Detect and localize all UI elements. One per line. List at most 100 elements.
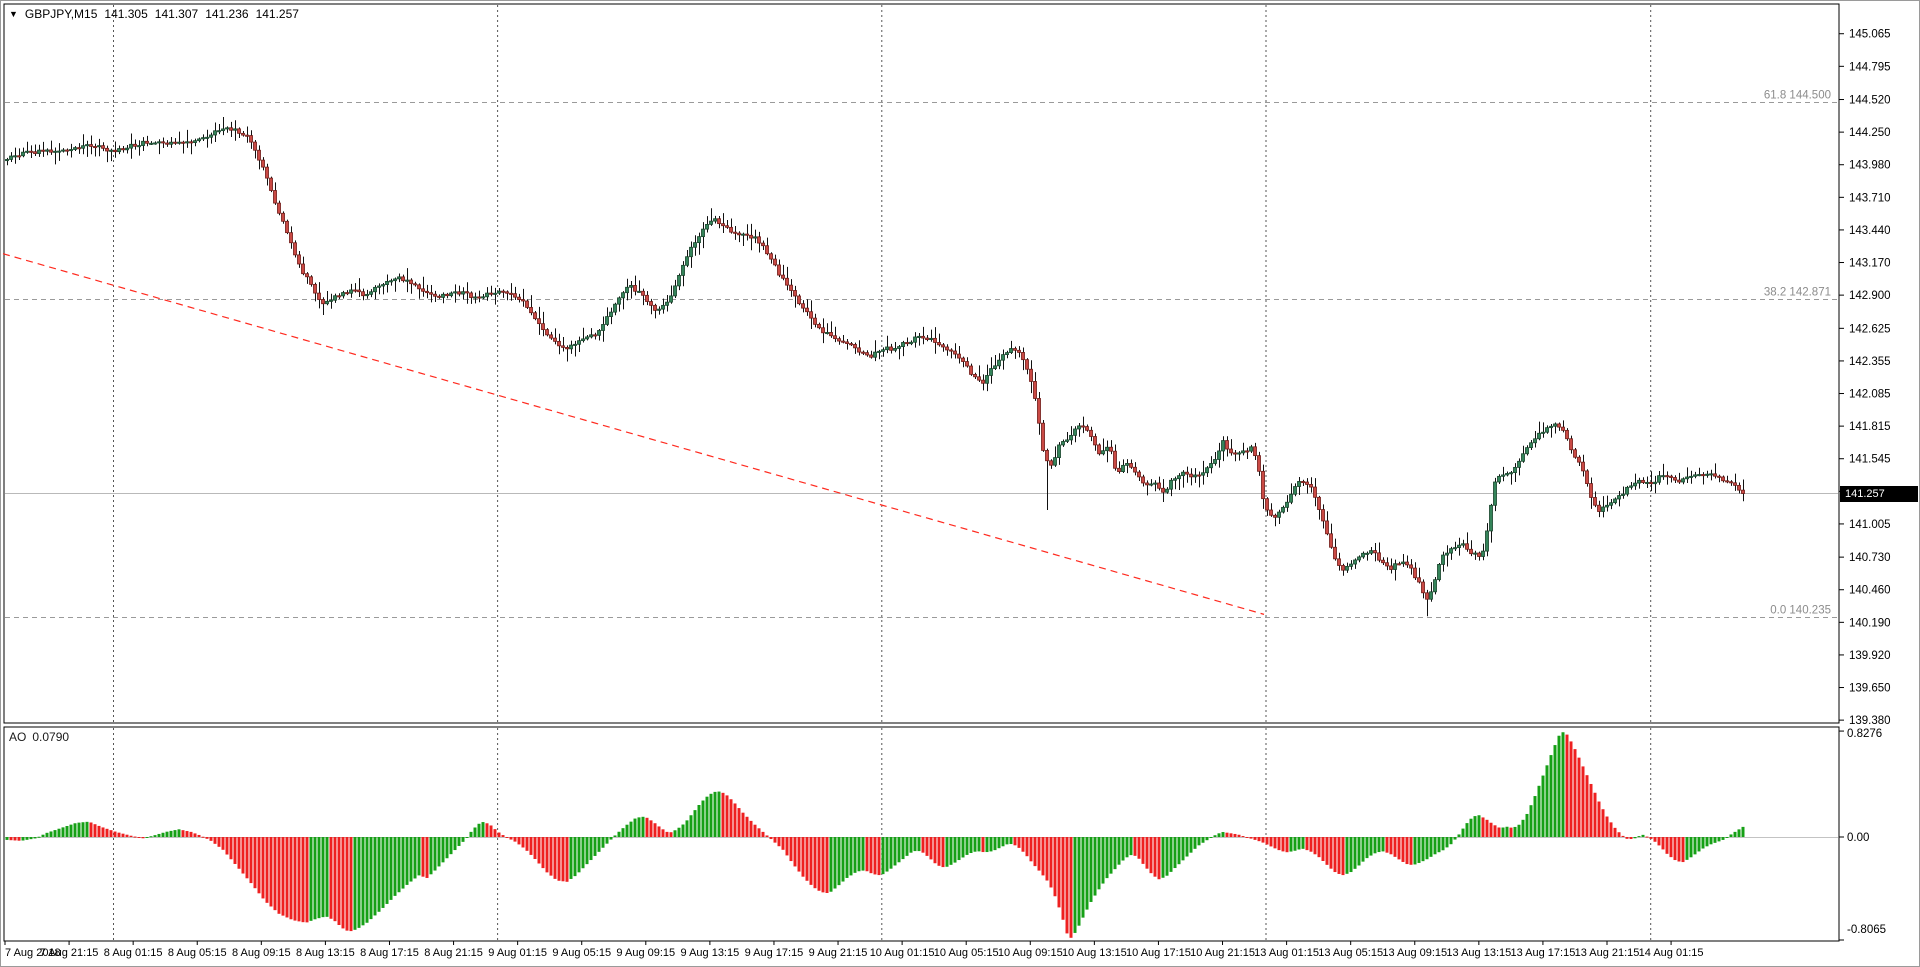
ao-histogram-bar (317, 837, 321, 919)
candle-body (1725, 480, 1729, 483)
ao-histogram-bar (1473, 816, 1477, 837)
ao-histogram-bar (1485, 819, 1489, 837)
candle-body (785, 277, 789, 286)
candle-body (1617, 495, 1621, 500)
ao-histogram-bar (1377, 837, 1381, 853)
ao-histogram-bar (1313, 837, 1317, 855)
ao-histogram-bar (1293, 837, 1297, 851)
candle-body (1333, 546, 1337, 560)
candle-body (777, 264, 781, 276)
candle-body (241, 132, 245, 136)
candle-body (949, 349, 953, 352)
candle-body (1025, 359, 1029, 370)
ao-histogram-bar (653, 823, 657, 837)
candle-body (817, 323, 821, 329)
ao-histogram-bar (1197, 837, 1201, 846)
candle-body (1289, 493, 1293, 503)
ao-histogram-bar (857, 837, 861, 872)
ao-histogram-bar (1457, 834, 1461, 837)
ao-histogram-bar (313, 837, 317, 920)
candle-body (1729, 481, 1733, 484)
ao-histogram-bar (1497, 827, 1501, 837)
ao-histogram-bar (437, 837, 441, 867)
ao-histogram-bar (849, 837, 853, 876)
candle-body (1205, 467, 1209, 474)
trendline[interactable] (2, 253, 1265, 615)
time-axis-label: 10 Aug 13:15 (1062, 947, 1127, 959)
ao-histogram-bar (141, 837, 145, 839)
price-axis-label: 141.545 (1849, 454, 1891, 466)
candle-body (1197, 474, 1201, 477)
ao-histogram-bar (937, 837, 941, 866)
price-panel[interactable] (3, 3, 1840, 724)
ao-histogram-bar (965, 837, 969, 855)
candle-body (1433, 579, 1437, 593)
candle-body (1113, 450, 1117, 469)
candle-body (581, 338, 585, 342)
candle-body (661, 304, 665, 310)
ao-histogram-bar (57, 828, 61, 837)
ao-histogram-bar (1581, 766, 1585, 837)
indicator-title: AO 0.0790 (9, 730, 69, 744)
ao-histogram-bar (1033, 837, 1037, 867)
ao-histogram-bar (245, 837, 249, 879)
candle-body (453, 291, 457, 294)
ao-histogram-bar (1329, 837, 1333, 869)
candle-body (757, 236, 761, 244)
candle-body (1393, 563, 1397, 570)
candle-body (1525, 447, 1529, 455)
candle-body (1085, 426, 1089, 431)
ao-histogram-bar (921, 837, 925, 853)
candle-body (1065, 439, 1069, 442)
ao-histogram-bar (1513, 826, 1517, 837)
ao-histogram-bar (1489, 822, 1493, 837)
candle-body (1445, 552, 1449, 556)
candle-body (773, 258, 777, 266)
chevron-down-icon[interactable]: ▼ (9, 9, 18, 19)
candle-body (1709, 473, 1713, 476)
ao-histogram-bar (1029, 837, 1033, 862)
candle-body (885, 346, 889, 351)
ao-histogram-bar (705, 796, 709, 837)
candle-body (253, 141, 257, 151)
candle-body (1277, 511, 1281, 518)
ao-histogram-bar (1361, 837, 1365, 862)
candle-body (441, 293, 445, 298)
ao-histogram-bar (1113, 837, 1117, 870)
candle-body (1609, 502, 1613, 506)
candle-body (141, 140, 145, 146)
price-axis-label: 143.170 (1849, 258, 1891, 270)
candle-body (1153, 482, 1157, 485)
candle-body (1273, 514, 1277, 518)
candle-body (213, 130, 217, 136)
candle-body (829, 332, 833, 337)
candle-body (1185, 471, 1189, 475)
ao-histogram-bar (409, 837, 413, 882)
ao-histogram-bar (513, 837, 517, 842)
candle-body (641, 290, 645, 296)
ao-histogram-bar (1645, 836, 1649, 838)
ao-histogram-bar (701, 800, 705, 837)
time-axis-label: 10 Aug 17:15 (1126, 947, 1191, 959)
candle-body (669, 295, 673, 303)
ao-histogram-bar (997, 837, 1001, 849)
ao-histogram-bar (1477, 815, 1481, 837)
candle-body (549, 334, 553, 339)
ao-histogram-bar (1449, 837, 1453, 845)
candle-body (281, 212, 285, 222)
ao-histogram-bar (1585, 775, 1589, 837)
ao-histogram-bar (749, 820, 753, 837)
ao-histogram-bar (1465, 823, 1469, 837)
ao-histogram-bar (637, 817, 641, 837)
ao-histogram-bar (281, 837, 285, 916)
candle-body (1717, 475, 1721, 478)
ao-histogram-bar (1525, 813, 1529, 837)
ao-histogram-bar (677, 827, 681, 837)
candle-body (517, 296, 521, 300)
ao-histogram-bar (1109, 837, 1113, 874)
ao-histogram-bar (1549, 755, 1553, 837)
candle-body (933, 337, 937, 343)
ao-histogram-bar (401, 837, 405, 889)
ao-histogram-bar (177, 829, 181, 837)
